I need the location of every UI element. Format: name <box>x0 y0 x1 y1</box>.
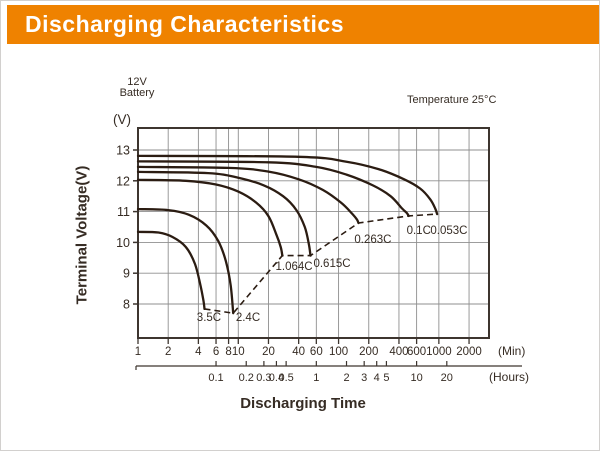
tick-label: 60 <box>310 346 323 358</box>
curve-label-2.4C: 2.4C <box>236 312 260 324</box>
battery-type-line1: 12V <box>127 76 147 88</box>
tick-label: 1 <box>135 346 141 358</box>
tick-label: 10 <box>232 346 245 358</box>
tick-label: 4 <box>195 346 202 358</box>
curve-0.053C <box>136 154 439 216</box>
tick-label: (Min) <box>498 344 525 358</box>
curve-labels: 3.5C 2.4C 1.064C 0.615C 0.263C 0.1C 0.053C <box>197 225 468 324</box>
discharge-curves <box>136 154 439 315</box>
tick-label: 12 <box>116 174 130 188</box>
tick-label: 5 <box>383 372 389 384</box>
temperature-annotation: Temperature 25°C <box>407 94 497 106</box>
tick-label: 9 <box>123 267 130 281</box>
tick-label: 200 <box>359 346 378 358</box>
tick-label: 13 <box>116 144 130 158</box>
curve-label-0.053C: 0.053C <box>430 225 467 237</box>
discharge-end-dashed-line <box>204 213 438 315</box>
tick-label: 11 <box>117 205 130 219</box>
tick-label: 0.2 <box>239 372 254 384</box>
curve-label-3.5C: 3.5C <box>197 312 221 324</box>
y-axis-unit-label: (V) <box>113 112 131 127</box>
curve-0.1C <box>136 160 410 218</box>
tick-label: 20 <box>441 372 453 384</box>
tick-label: (Hours) <box>489 370 529 384</box>
x-axis-title: Discharging Time <box>240 395 366 412</box>
tick-label: 3 <box>361 372 367 384</box>
curve-3.5C <box>136 230 206 311</box>
curve-0.615C <box>136 170 312 257</box>
tick-label: 4 <box>374 372 380 384</box>
curve-1.064C <box>136 178 284 257</box>
tick-label: 2000 <box>456 346 482 358</box>
curve-label-1.064C: 1.064C <box>276 261 313 273</box>
tick-label: 600 <box>407 346 426 358</box>
tick-label: 0.1 <box>208 372 223 384</box>
tick-label: 10 <box>116 236 130 250</box>
curve-label-0.615C: 0.615C <box>313 258 350 270</box>
y-axis: 13 12 11 10 9 8 <box>116 144 138 312</box>
x-axis-hours: 0.1 0.2 0.30.40.5 1 2 3 4 5 10 20 (Hours) <box>135 361 529 384</box>
tick-label: 0.3 <box>256 372 271 384</box>
tick-label: 400 <box>389 346 408 358</box>
tick-label: 1 <box>313 372 319 384</box>
tick-label: 2 <box>165 346 171 358</box>
curve-label-0.1C: 0.1C <box>407 225 431 237</box>
tick-label: 0.4 <box>269 372 284 384</box>
header-bar: Discharging Characteristics <box>7 5 599 44</box>
tick-label: 100 <box>329 346 348 358</box>
tick-label: 8 <box>225 346 231 358</box>
curve-0.263C <box>136 165 360 225</box>
tick-label: 8 <box>123 298 130 312</box>
tick-label: 40 <box>292 346 305 358</box>
battery-type-label: 12V Battery <box>107 77 167 99</box>
tick-label: 1000 <box>426 346 452 358</box>
tick-label: 20 <box>262 346 275 358</box>
tick-label: 10 <box>410 372 422 384</box>
curve-2.4C <box>136 207 235 315</box>
battery-type-line2: Battery <box>119 87 155 99</box>
grid-lines <box>138 128 489 338</box>
curve-label-0.263C: 0.263C <box>354 234 391 246</box>
page-title: Discharging Characteristics <box>25 11 345 37</box>
tick-label: 0.5 <box>278 372 293 384</box>
tick-label: 6 <box>213 346 219 358</box>
tick-label: 2 <box>343 372 349 384</box>
